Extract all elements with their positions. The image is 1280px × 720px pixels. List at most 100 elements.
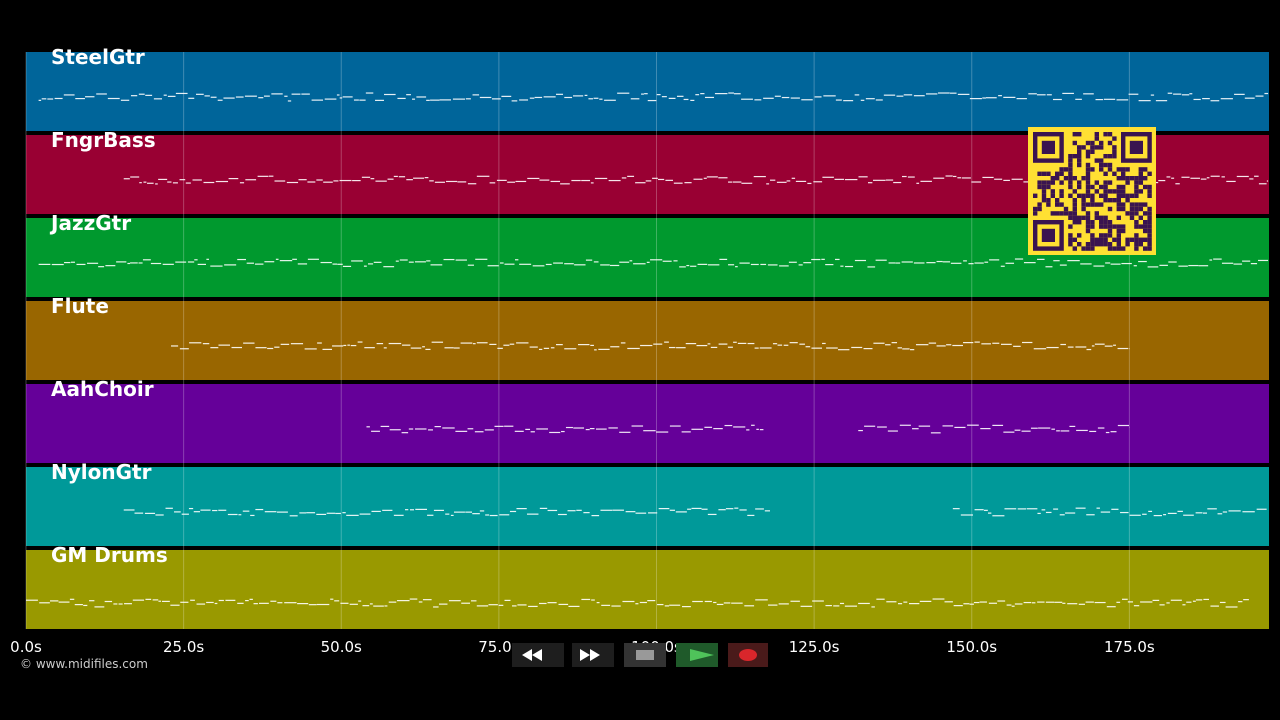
qr-cell bbox=[1121, 193, 1126, 198]
qr-cell bbox=[1121, 171, 1126, 176]
qr-cell bbox=[1138, 189, 1143, 194]
qr-cell bbox=[1125, 211, 1130, 216]
qr-cell bbox=[1103, 184, 1108, 190]
qr-cell bbox=[1072, 132, 1077, 137]
qr-cell bbox=[1125, 193, 1130, 198]
qr-cell bbox=[1046, 202, 1051, 207]
qr-cell bbox=[1055, 198, 1060, 203]
qr-cell bbox=[1046, 184, 1051, 190]
qr-cell bbox=[1094, 237, 1099, 242]
qr-cell bbox=[1077, 145, 1082, 150]
qr-cell bbox=[1085, 180, 1091, 185]
track-name: AahChoir bbox=[51, 377, 154, 401]
qr-cell bbox=[1041, 171, 1047, 176]
qr-cell bbox=[1068, 171, 1073, 176]
qr-cell bbox=[1143, 220, 1148, 225]
qr-cell bbox=[1099, 237, 1104, 242]
qr-cell bbox=[1037, 202, 1042, 207]
qr-cell bbox=[1068, 176, 1073, 181]
qr-cell bbox=[1143, 202, 1148, 207]
qr-cell bbox=[1125, 237, 1130, 242]
qr-cell bbox=[1050, 180, 1055, 185]
qr-cell bbox=[1147, 237, 1152, 242]
qr-cell bbox=[1103, 193, 1108, 198]
record-button[interactable] bbox=[728, 643, 768, 667]
qr-cell bbox=[1143, 228, 1148, 234]
qr-cell bbox=[1107, 140, 1113, 146]
note-span bbox=[38, 92, 1269, 102]
qr-cell bbox=[1134, 189, 1139, 194]
qr-cell bbox=[1143, 224, 1148, 229]
qr-cell bbox=[1094, 180, 1099, 185]
track-lane bbox=[26, 384, 1269, 463]
qr-cell bbox=[1138, 176, 1143, 181]
qr-cell bbox=[1072, 220, 1077, 225]
time-tick-label: 0.0s bbox=[10, 638, 42, 656]
qr-cell bbox=[1090, 140, 1095, 146]
qr-cell bbox=[1103, 162, 1108, 168]
qr-cell bbox=[1134, 237, 1139, 242]
qr-cell bbox=[1072, 176, 1077, 181]
qr-cell bbox=[1099, 202, 1104, 207]
qr-cell bbox=[1134, 206, 1139, 212]
qr-cell bbox=[1085, 184, 1091, 190]
qr-cell bbox=[1129, 202, 1135, 207]
qr-cell bbox=[1063, 211, 1069, 216]
qr-cell bbox=[1085, 224, 1091, 229]
qr-cell bbox=[1090, 193, 1095, 198]
qr-cell bbox=[1099, 215, 1104, 220]
qr-cell bbox=[1085, 220, 1091, 225]
qr-cell bbox=[1112, 198, 1117, 203]
qr-cell bbox=[1116, 224, 1121, 229]
forward-button[interactable] bbox=[572, 643, 614, 667]
qr-cell bbox=[1081, 202, 1086, 207]
qr-cell bbox=[1129, 206, 1135, 212]
qr-cell bbox=[1037, 171, 1042, 176]
qr-cell bbox=[1094, 202, 1099, 207]
stop-button[interactable] bbox=[624, 643, 666, 667]
qr-cell bbox=[1147, 171, 1152, 176]
qr-cell bbox=[1112, 149, 1117, 154]
qr-cell bbox=[1085, 176, 1091, 181]
qr-cell bbox=[1059, 171, 1064, 176]
qr-cell bbox=[1059, 180, 1064, 185]
track-name: FngrBass bbox=[51, 128, 156, 152]
qr-cell bbox=[1085, 193, 1091, 198]
qr-cell bbox=[1041, 184, 1047, 190]
qr-cell bbox=[1072, 206, 1077, 212]
play-button[interactable] bbox=[676, 643, 718, 667]
qr-cell bbox=[1072, 246, 1077, 251]
qr-cell bbox=[1090, 233, 1095, 238]
qr-cell bbox=[1090, 237, 1095, 242]
qr-cell bbox=[1107, 198, 1113, 203]
grid bbox=[25, 52, 1130, 629]
qr-cell bbox=[1147, 220, 1152, 225]
qr-cell bbox=[1143, 167, 1148, 172]
qr-cell bbox=[1125, 242, 1130, 247]
note-span bbox=[858, 424, 1130, 434]
qr-cell bbox=[1121, 224, 1126, 229]
qr-cell bbox=[1121, 228, 1126, 234]
qr-cell bbox=[1081, 246, 1086, 251]
qr-cell bbox=[1116, 215, 1121, 220]
time-tick-label: 175.0s bbox=[1104, 638, 1155, 656]
qr-cell bbox=[1103, 224, 1108, 229]
track-lane bbox=[26, 467, 1269, 546]
qr-cell bbox=[1041, 198, 1047, 203]
qr-cell bbox=[1055, 211, 1060, 216]
qr-cell bbox=[1134, 184, 1139, 190]
qr-cell bbox=[1107, 162, 1113, 168]
qr-cell bbox=[1138, 224, 1143, 229]
qr-cell bbox=[1121, 176, 1126, 181]
qr-cell bbox=[1107, 206, 1113, 212]
rewind-button[interactable] bbox=[512, 643, 564, 667]
qr-cell bbox=[1099, 140, 1104, 146]
qr-cell bbox=[1068, 193, 1073, 198]
qr-cell bbox=[1147, 211, 1152, 216]
qr-cell bbox=[1059, 189, 1064, 194]
note-span bbox=[171, 341, 1130, 351]
qr-cell bbox=[1129, 211, 1135, 216]
qr-finder bbox=[1041, 228, 1055, 242]
qr-cell bbox=[1050, 189, 1055, 194]
qr-cell bbox=[1072, 211, 1077, 216]
